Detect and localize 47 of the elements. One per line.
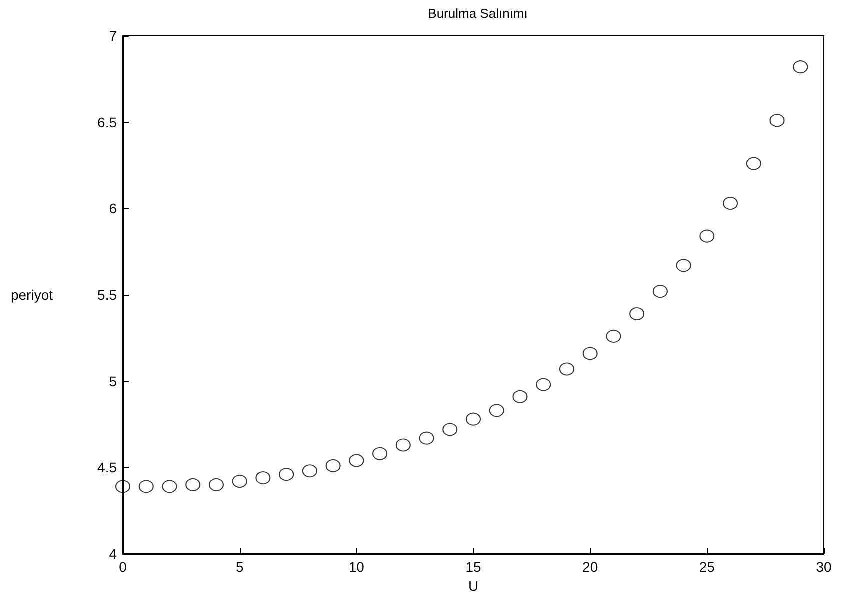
point — [536, 378, 552, 392]
point — [442, 423, 458, 436]
x-tick-label: 30 — [816, 559, 832, 575]
point — [326, 459, 341, 472]
point — [606, 330, 622, 343]
point — [746, 157, 762, 170]
chart-title: Burulma Salınımı — [428, 6, 528, 21]
y-axis-title: periyot — [10, 287, 54, 303]
y-tick-label: 7 — [109, 28, 118, 44]
point — [630, 307, 645, 320]
point — [208, 478, 224, 492]
y-tick-label: 6.5 — [98, 114, 118, 130]
point — [302, 464, 318, 478]
y-tick-label: 6 — [109, 200, 118, 217]
point — [466, 412, 481, 426]
x-tick-label: 5 — [236, 559, 244, 575]
x-tick-label: 10 — [348, 559, 365, 575]
point — [186, 478, 201, 492]
x-tick-label: 20 — [582, 559, 598, 575]
point — [279, 468, 294, 482]
point — [349, 454, 364, 468]
point — [396, 438, 411, 452]
point — [652, 285, 668, 298]
point — [489, 404, 504, 418]
point — [582, 347, 598, 360]
x-tick-label: 25 — [699, 559, 716, 575]
x-tick-label: 0 — [119, 559, 128, 575]
point — [138, 480, 154, 494]
point — [676, 259, 692, 272]
point — [700, 230, 715, 243]
point — [232, 474, 248, 488]
point — [512, 390, 528, 404]
x-tick-label: 15 — [466, 559, 482, 575]
point — [770, 114, 785, 128]
y-tick-label: 5 — [109, 373, 118, 390]
x-axis-title: U — [468, 578, 479, 594]
point — [723, 196, 738, 210]
point — [419, 432, 434, 445]
point — [116, 480, 130, 494]
point — [256, 472, 271, 485]
point — [372, 447, 388, 460]
point — [559, 362, 574, 376]
point — [162, 480, 178, 494]
point — [793, 60, 808, 74]
y-tick-label: 4.5 — [98, 460, 118, 476]
y-tick-label: 4 — [109, 546, 118, 562]
y-tick-label: 5.5 — [98, 287, 118, 303]
